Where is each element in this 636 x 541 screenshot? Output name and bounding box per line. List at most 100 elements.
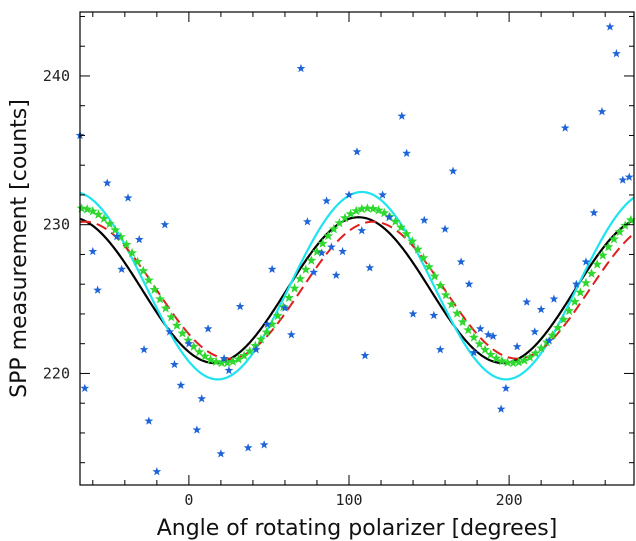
measurement-point	[112, 232, 122, 241]
green-star-marker	[261, 327, 272, 337]
measurement-point	[571, 279, 581, 288]
measurement-point	[464, 279, 474, 288]
measurement-point	[560, 123, 570, 132]
plot-area	[75, 11, 636, 486]
green-star-marker	[586, 268, 597, 278]
green-star-marker	[412, 244, 423, 254]
green-star-marker	[160, 303, 171, 313]
green-star-marker	[149, 284, 160, 294]
green-star-marker	[199, 351, 210, 361]
x-axis-title: Angle of rotating polarizer [degrees]	[157, 516, 558, 541]
measurement-point	[176, 380, 186, 390]
measurement-point	[618, 175, 628, 184]
measurement-point	[123, 193, 133, 202]
measurement-point	[612, 49, 621, 58]
green-star-marker	[205, 354, 216, 364]
green-star-marker	[457, 316, 468, 327]
measurement-point	[243, 443, 253, 452]
green-star-marker	[379, 207, 390, 218]
green-star-marker	[581, 277, 591, 288]
green-star-marker	[284, 292, 294, 302]
measurement-point	[203, 324, 213, 333]
green-star-marker	[300, 264, 311, 274]
green-star-marker	[603, 241, 614, 252]
green-star-marker	[558, 314, 569, 324]
green-star-marker	[222, 357, 233, 368]
green-star-marker	[351, 205, 362, 216]
green-star-marker	[502, 357, 513, 367]
measurement-point	[536, 304, 546, 314]
measurement-point	[134, 234, 144, 244]
green-star-marker	[356, 203, 367, 214]
green-star-marker	[87, 206, 98, 216]
green-star-marker	[614, 226, 625, 237]
measurement-point	[197, 394, 207, 403]
measurement-point	[501, 383, 511, 393]
green-star-marker	[564, 305, 575, 316]
green-star-marker	[334, 217, 345, 228]
measurement-point	[544, 336, 554, 345]
green-star-marker	[452, 308, 463, 318]
x-tick-label: 200	[496, 491, 523, 509]
green-star-marker	[317, 238, 328, 248]
green-star-marker	[609, 233, 619, 244]
green-star-marker	[597, 250, 608, 260]
measurement-point	[309, 267, 319, 277]
measurement-point	[402, 148, 412, 158]
measurement-point	[88, 246, 98, 256]
measurement-point	[160, 220, 170, 229]
measurement-point	[219, 353, 229, 363]
measurement-point	[352, 147, 362, 156]
measurement-point	[522, 297, 532, 306]
green-star-marker	[468, 332, 479, 342]
measurement-point	[448, 166, 458, 175]
green-star-marker	[446, 299, 457, 309]
measurement-point	[384, 212, 394, 221]
fit-curve-0	[79, 216, 635, 365]
green-star-marker	[530, 348, 541, 358]
measurement-point	[530, 327, 540, 336]
green-star-marker	[272, 310, 283, 321]
green-star-marker	[244, 346, 255, 356]
green-star-marker	[121, 239, 132, 249]
measurement-point	[512, 342, 522, 351]
measurement-point	[360, 350, 370, 360]
measurement-point	[117, 264, 126, 274]
green-star-marker	[177, 328, 188, 338]
green-star-marker	[227, 356, 238, 366]
green-star-marker	[115, 231, 126, 242]
green-star-marker	[171, 320, 182, 330]
measurement-point	[216, 449, 226, 458]
measurement-point	[286, 330, 296, 339]
green-star-marker	[143, 275, 154, 285]
green-star-marker	[255, 334, 266, 344]
measurement-point	[589, 208, 599, 217]
measurement-point	[259, 440, 269, 449]
green-star-marker	[547, 330, 558, 340]
green-star-marker	[211, 356, 222, 367]
measurement-point	[419, 215, 429, 224]
green-star-marker	[289, 283, 300, 293]
green-star-marker	[513, 357, 524, 367]
green-star-marker	[508, 357, 519, 368]
measurement-point	[224, 365, 234, 375]
green-star-marker	[127, 247, 137, 258]
measurement-point	[605, 22, 615, 31]
green-star-marker	[267, 319, 278, 329]
measurement-point	[331, 270, 341, 279]
green-star-marker	[295, 273, 306, 284]
green-star-marker	[183, 335, 194, 345]
measurement-point	[338, 246, 347, 256]
green-star-marker	[575, 287, 586, 297]
measurement-point	[192, 425, 202, 434]
measurement-point	[139, 345, 149, 354]
y-tick-label: 240	[43, 67, 70, 85]
measurement-point	[296, 63, 306, 73]
green-star-marker	[396, 222, 406, 232]
green-star-marker	[233, 354, 244, 364]
measurement-point	[170, 359, 179, 369]
tick-labels: 0 100 200 220 230 240	[43, 67, 523, 509]
green-star-marker	[373, 205, 384, 215]
green-star-marker	[496, 355, 507, 366]
fit-curves	[76, 190, 636, 381]
